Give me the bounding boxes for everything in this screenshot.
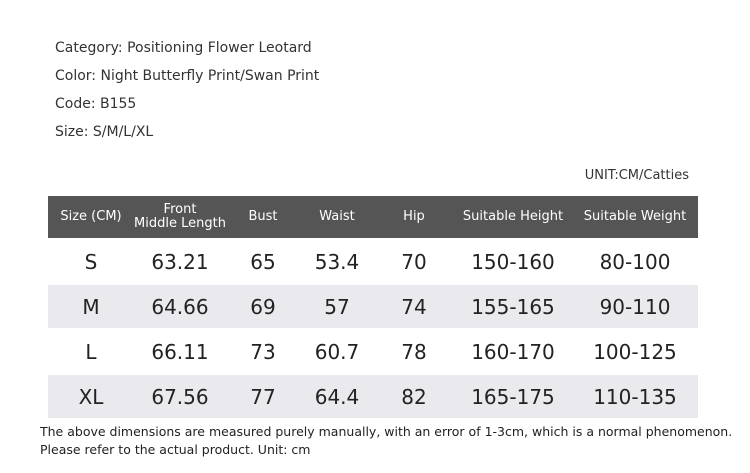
- table-cell: 70: [401, 249, 427, 274]
- table-cell: 110-135: [572, 375, 698, 418]
- table-cell: 60.7: [314, 339, 360, 364]
- table-cell: 78: [401, 339, 427, 364]
- header-cell: Hip: [374, 196, 454, 238]
- table-cell: 69: [226, 285, 300, 328]
- table-cell: 150-160: [471, 249, 555, 274]
- table-cell: 160-170: [471, 339, 555, 364]
- table-cell: 74: [374, 285, 454, 328]
- table-cell: 64.4: [300, 375, 374, 418]
- unit-note: UNIT:CM/Catties: [584, 168, 689, 183]
- table-cell: 80-100: [599, 249, 671, 274]
- size-table: Size (CM) Front Middle Length Bust Waist Hip…: [48, 194, 698, 420]
- table-cell: 90-110: [572, 285, 698, 328]
- table-cell: 73: [250, 339, 276, 364]
- header-cell: Suitable Weight: [572, 196, 698, 238]
- table-cell: 53.4: [314, 249, 360, 274]
- info-line: Category: Positioning Flower Leotard: [55, 40, 312, 56]
- header-cell: Waist: [300, 196, 374, 238]
- footnote: Please refer to the actual product. Unit…: [40, 442, 311, 457]
- table-cell: 66.11: [151, 339, 209, 364]
- table-row: M 64.66 69 57 74 155-165 90-110: [48, 285, 698, 328]
- header-cell: Suitable Height: [454, 196, 572, 238]
- info-line: Size: S/M/L/XL: [55, 124, 154, 140]
- table-row: L 66.11 73 60.7 78 160-170 100-125: [48, 330, 698, 373]
- table-cell: 77: [226, 375, 300, 418]
- header-cell: Bust: [226, 196, 300, 238]
- table-body: S 63.21 65 53.4 70 150-160 80-100 M 64.66 69 57 74 1…: [48, 240, 698, 418]
- table-cell: M: [48, 285, 134, 328]
- table-row: S 63.21 65 53.4 70 150-160 80-100: [48, 240, 698, 283]
- footnote: The above dimensions are measured purely…: [40, 424, 733, 439]
- table-row: XL 67.56 77 64.4 82 165-175 110-135: [48, 375, 698, 418]
- table-cell: 82: [374, 375, 454, 418]
- table-cell: 100-125: [593, 339, 677, 364]
- header-cell: Size (CM): [48, 196, 134, 238]
- table-cell: 57: [300, 285, 374, 328]
- info-line: Color: Night Butterfly Print/Swan Print: [55, 68, 320, 84]
- table-cell: 165-175: [454, 375, 572, 418]
- table-cell: 63.21: [151, 249, 209, 274]
- table-cell: L: [85, 339, 97, 364]
- table-cell: 65: [250, 249, 276, 274]
- info-line: Code: B155: [55, 96, 137, 112]
- table-cell: 67.56: [134, 375, 226, 418]
- table-cell: 64.66: [134, 285, 226, 328]
- table-cell: S: [84, 249, 98, 274]
- table-cell: XL: [48, 375, 134, 418]
- table-cell: 155-165: [454, 285, 572, 328]
- header-row: Size (CM) Front Middle Length Bust Waist Hip…: [48, 196, 698, 238]
- header-cell: Front Middle Length: [134, 196, 226, 238]
